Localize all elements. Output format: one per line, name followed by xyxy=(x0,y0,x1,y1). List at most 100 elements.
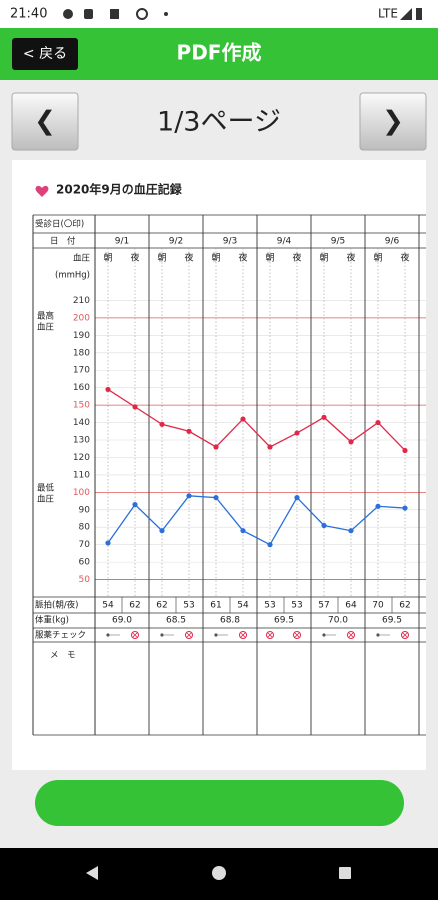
data-point xyxy=(213,444,219,450)
slot-label: 夜 xyxy=(238,252,247,264)
row-label: (mmHg) xyxy=(55,271,90,281)
save-button[interactable] xyxy=(35,780,404,826)
pulse-value: 62 xyxy=(156,601,167,611)
weight-value: 70.0 xyxy=(328,616,348,626)
prev-button[interactable] xyxy=(11,92,79,151)
series-line xyxy=(107,495,406,546)
data-point xyxy=(321,414,327,420)
slot-label: 朝 xyxy=(157,253,166,264)
y-tick-label: 130 xyxy=(73,436,90,446)
weight-value: 69.0 xyxy=(112,616,132,626)
y-tick-label: 210 xyxy=(73,296,90,306)
med-taken xyxy=(293,631,301,639)
page-indicator: 1/3ページ xyxy=(157,107,281,138)
back-label[interactable]: < 戻る xyxy=(23,46,67,62)
y-tick-label: 200 xyxy=(73,313,90,323)
pulse-value: 54 xyxy=(237,601,249,611)
pulse-value: 54 xyxy=(102,601,114,611)
y-tick-label: 80 xyxy=(79,523,91,533)
y-tick-label: 170 xyxy=(73,366,90,376)
row-label: メ モ xyxy=(50,651,76,661)
y-tick-label: 120 xyxy=(73,453,90,463)
y-tick-label: 60 xyxy=(79,558,91,568)
data-point xyxy=(267,542,273,548)
data-point xyxy=(294,430,300,436)
pulse-value: 53 xyxy=(264,601,275,611)
pulse-value: 53 xyxy=(291,601,302,611)
pulse-value: 62 xyxy=(399,601,410,611)
med-none xyxy=(160,633,164,637)
data-point xyxy=(267,444,273,450)
data-point xyxy=(186,493,192,499)
med-taken xyxy=(402,632,408,638)
med-taken xyxy=(185,631,193,639)
data-point xyxy=(348,528,354,534)
med-taken xyxy=(266,631,274,639)
pulse-value: 62 xyxy=(129,601,140,611)
data-point xyxy=(105,540,111,546)
weight-value: 69.5 xyxy=(382,616,402,626)
row-label: 日 付 xyxy=(50,236,76,247)
x-tick-label: 9/6 xyxy=(385,237,400,247)
y-tick-label: 50 xyxy=(79,575,91,585)
row-label: 血圧 xyxy=(37,322,55,333)
y-tick-label: 110 xyxy=(73,470,90,480)
row-label: 脈拍(朝/夜) xyxy=(35,600,79,611)
y-tick-label: 150 xyxy=(73,401,90,411)
x-tick-label: 9/3 xyxy=(223,237,237,247)
y-tick-label: 90 xyxy=(79,505,91,515)
y-tick-label: 160 xyxy=(73,383,90,393)
y-tick-label: 180 xyxy=(73,348,90,358)
data-point xyxy=(402,447,408,454)
med-taken xyxy=(267,632,273,638)
data-point xyxy=(402,505,408,511)
x-tick-label: 9/1 xyxy=(115,237,129,247)
x-tick-label: 9/4 xyxy=(277,237,292,247)
data-point xyxy=(132,501,138,508)
network: LTE xyxy=(378,7,398,21)
data-point xyxy=(186,428,192,434)
med-taken xyxy=(132,632,138,638)
row-label: 血圧 xyxy=(73,253,91,264)
pulse-value: 53 xyxy=(183,601,194,611)
nav-recent[interactable] xyxy=(339,867,351,879)
prev-label[interactable]: ❮ xyxy=(34,107,56,137)
data-point xyxy=(348,439,354,445)
data-point xyxy=(294,494,300,501)
med-taken xyxy=(131,631,139,639)
nav-home[interactable] xyxy=(212,866,226,880)
slot-label: 夜 xyxy=(292,252,301,264)
slot-label: 朝 xyxy=(319,253,328,264)
slot-label: 夜 xyxy=(346,252,355,264)
weight-value: 68.8 xyxy=(220,616,240,626)
data-point xyxy=(321,522,327,529)
pulse-value: 70 xyxy=(372,601,384,611)
med-none xyxy=(322,633,326,637)
back-button[interactable] xyxy=(12,38,78,70)
document-title: 2020年9月の血圧記録 xyxy=(56,182,183,197)
status-icons xyxy=(63,8,422,20)
slot-label: 朝 xyxy=(373,253,382,264)
data-point xyxy=(375,419,381,426)
y-tick-label: 140 xyxy=(73,418,90,428)
series-line xyxy=(107,388,406,451)
next-button[interactable] xyxy=(359,92,427,151)
row-label: 受診日(〇印) xyxy=(35,219,84,230)
app-title: PDF作成 xyxy=(177,41,262,65)
med-taken xyxy=(239,631,247,639)
data-point xyxy=(159,421,165,427)
document-page xyxy=(12,160,426,770)
pulse-value: 61 xyxy=(210,601,221,611)
med-taken xyxy=(240,632,246,638)
med-none xyxy=(106,633,110,637)
data-point xyxy=(240,416,246,422)
data-point xyxy=(240,528,246,534)
x-tick-label: 9/2 xyxy=(169,237,183,247)
data-point xyxy=(375,503,381,509)
nav-back[interactable] xyxy=(86,866,98,880)
heart-icon xyxy=(35,185,49,197)
med-taken xyxy=(347,631,355,639)
next-label[interactable]: ❯ xyxy=(382,107,404,137)
med-taken xyxy=(294,632,300,638)
